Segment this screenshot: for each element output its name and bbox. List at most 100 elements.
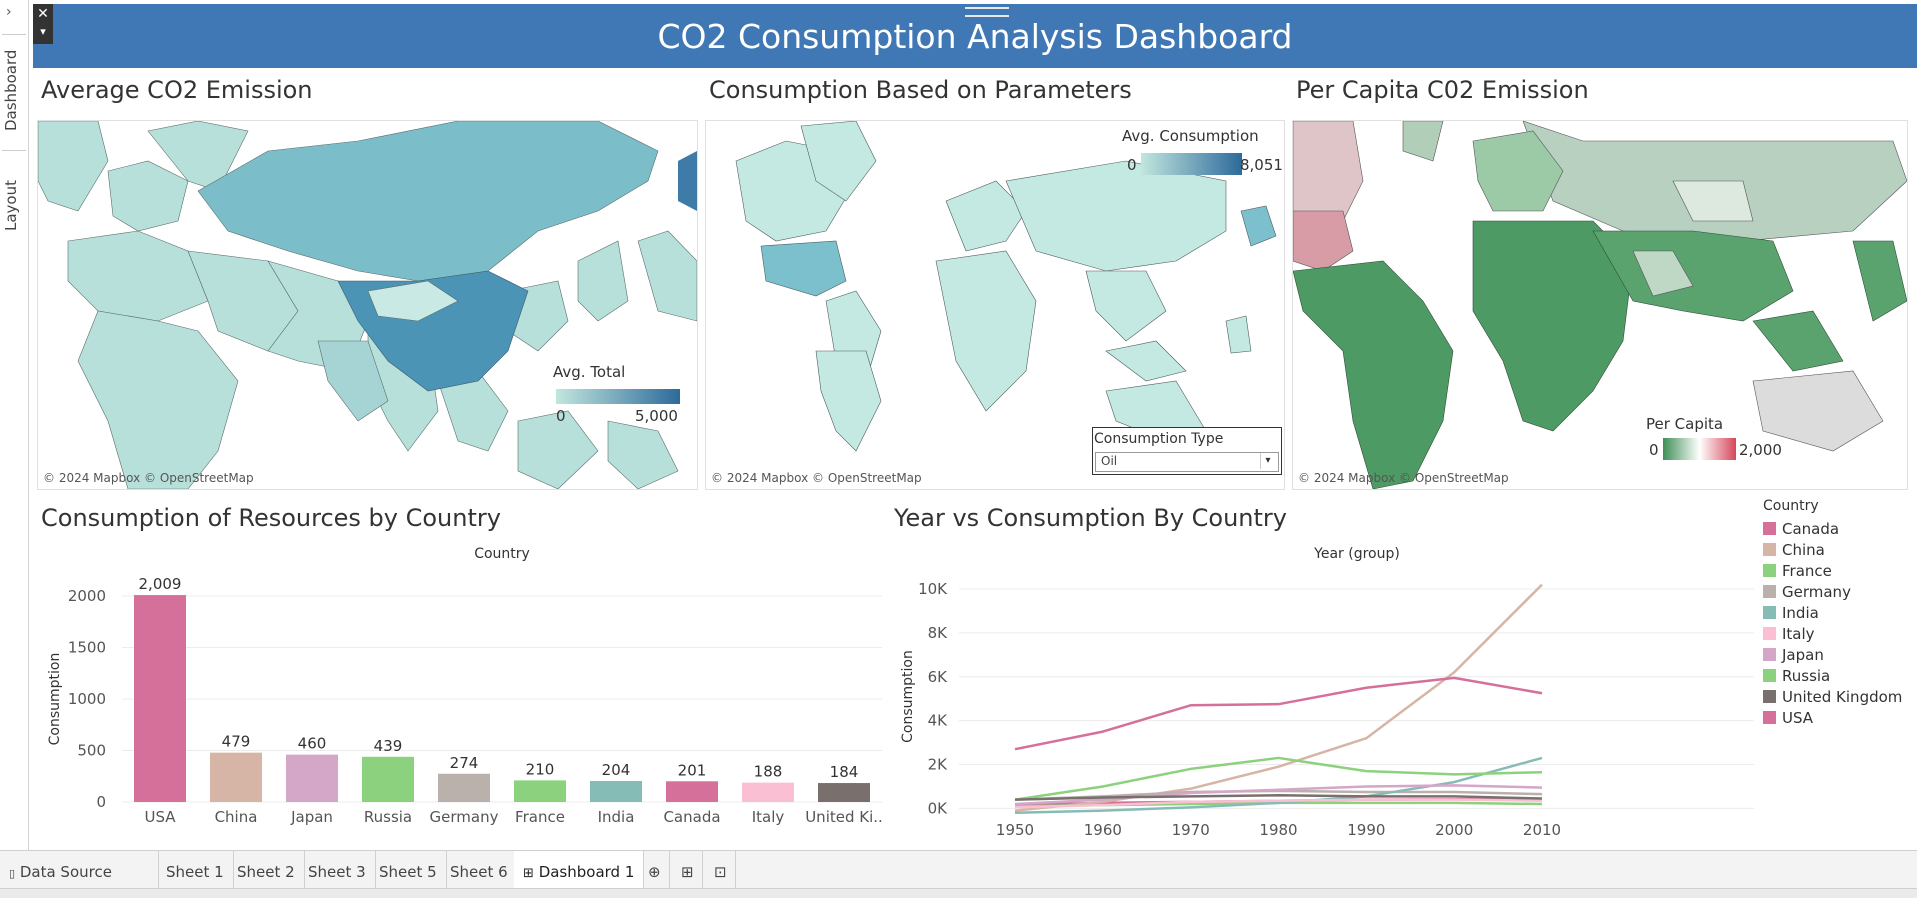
bar-x-tick-label: Japan xyxy=(290,808,333,826)
line-x-tick-label: 2010 xyxy=(1523,821,1561,839)
map2-credit[interactable]: © 2024 Mapbox © OpenStreetMap xyxy=(711,471,922,485)
map3-legend-max: 2,000 xyxy=(1739,441,1782,459)
legend-item[interactable]: USA xyxy=(1763,709,1813,727)
legend-swatch xyxy=(1763,585,1776,598)
bar-x-tick-label: United Ki.. xyxy=(805,808,883,826)
line-y-tick-label: 10K xyxy=(918,580,948,598)
legend-title: Country xyxy=(1763,498,1819,514)
legend-label: United Kingdom xyxy=(1782,688,1903,706)
legend-swatch xyxy=(1763,564,1776,577)
map3-credit[interactable]: © 2024 Mapbox © OpenStreetMap xyxy=(1298,471,1509,485)
new-story-icon[interactable]: ⊡ xyxy=(706,851,736,894)
expand-rail-icon[interactable]: › xyxy=(6,4,12,20)
bar-value-label: 188 xyxy=(754,763,783,781)
tab-dashboard-label: Dashboard 1 xyxy=(538,863,635,881)
status-bar xyxy=(0,888,1917,898)
map1-credit[interactable]: © 2024 Mapbox © OpenStreetMap xyxy=(43,471,254,485)
line-y-tick-label: 0K xyxy=(928,799,949,817)
map3-canvas xyxy=(1293,121,1907,489)
line-x-tick-label: 1950 xyxy=(996,821,1034,839)
map3-legend-min: 0 xyxy=(1649,441,1659,459)
series-line-japan xyxy=(1014,784,1543,806)
more-options-icon[interactable]: ▾ xyxy=(40,25,46,38)
bar-Japan xyxy=(286,754,338,802)
tab-sheet-2[interactable]: Sheet 2 xyxy=(228,851,305,894)
line-y-tick-label: 8K xyxy=(928,624,949,642)
bar-United Ki.. xyxy=(818,783,870,802)
legend-label: France xyxy=(1782,562,1832,580)
dropdown-value: Oil xyxy=(1101,454,1118,468)
legend-label: China xyxy=(1782,541,1825,559)
bar-x-tick-label: USA xyxy=(144,808,176,826)
legend-item[interactable]: Japan xyxy=(1763,646,1824,664)
bar-India xyxy=(590,780,642,802)
bar-value-label: 274 xyxy=(450,754,479,772)
line-chart-header: Year (group) xyxy=(1313,546,1400,562)
legend-label: Germany xyxy=(1782,583,1851,601)
bar-panel-title: Consumption of Resources by Country xyxy=(41,504,501,532)
legend-item[interactable]: Russia xyxy=(1763,667,1830,685)
tab-sheet-3[interactable]: Sheet 3 xyxy=(299,851,376,894)
line-chart[interactable]: Year (group) Consumption 0K 2K 4K 6K 8K 10K 1950… xyxy=(894,540,1764,840)
map1-canvas xyxy=(38,121,697,489)
line-x-tick-label: 1990 xyxy=(1347,821,1385,839)
bar-value-label: 479 xyxy=(222,733,251,751)
consumption-type-dropdown[interactable]: Oil ▾ xyxy=(1095,452,1279,472)
tab-sheet-5[interactable]: Sheet 5 xyxy=(370,851,447,894)
line-x-tick-label: 2000 xyxy=(1435,821,1473,839)
line-y-tick-label: 4K xyxy=(928,712,949,730)
legend-item[interactable]: China xyxy=(1763,541,1825,559)
bar-y-axis-label: Consumption xyxy=(47,653,63,746)
bar-x-tick-label: France xyxy=(515,808,565,826)
legend-item[interactable]: France xyxy=(1763,562,1832,580)
avg-co2-map[interactable]: Avg. Total 0 5,000 © 2024 Mapbox © OpenS… xyxy=(37,120,698,490)
series-line-russia xyxy=(1014,756,1543,801)
map2-canvas xyxy=(735,121,1277,452)
bar-x-tick-label: Germany xyxy=(430,808,499,826)
legend-item[interactable]: United Kingdom xyxy=(1763,688,1902,706)
line-x-tick-label: 1960 xyxy=(1084,821,1122,839)
new-dashboard-icon[interactable]: ⊞ xyxy=(673,851,703,894)
legend-swatch xyxy=(1763,543,1776,556)
consumption-map[interactable]: Avg. Consumption 0 8,051 Consumption Typ… xyxy=(705,120,1285,490)
per-capita-map[interactable]: Per Capita 0 2,000 © 2024 Mapbox © OpenS… xyxy=(1292,120,1908,490)
bar-y-tick-label: 0 xyxy=(96,793,106,811)
container-controls: ✕ ▾ xyxy=(33,4,53,44)
map2-legend-min: 0 xyxy=(1127,156,1137,174)
drag-handle-icon[interactable] xyxy=(965,7,1009,17)
line-y-tick-label: 6K xyxy=(928,668,949,686)
rail-tab-layout[interactable]: Layout xyxy=(2,150,26,261)
bar-x-tick-label: Russia xyxy=(364,808,412,826)
bar-USA xyxy=(134,595,186,802)
dashboard-grid-icon: ⊞ xyxy=(523,866,534,881)
legend-swatch xyxy=(1763,711,1776,724)
map1-legend-max: 5,000 xyxy=(635,407,678,425)
bar-value-label: 184 xyxy=(830,763,859,781)
legend-item[interactable]: Germany xyxy=(1763,583,1851,601)
line-x-tick-label: 1970 xyxy=(1172,821,1210,839)
close-icon[interactable]: ✕ xyxy=(37,6,49,22)
chevron-down-icon[interactable]: ▾ xyxy=(1260,453,1275,469)
bar-value-label: 460 xyxy=(298,735,327,753)
new-sheet-icon[interactable]: ⊕ xyxy=(640,851,670,894)
legend-swatch xyxy=(1763,690,1776,703)
bar-France xyxy=(514,780,566,802)
legend-item[interactable]: Canada xyxy=(1763,520,1839,538)
line-panel-title: Year vs Consumption By Country xyxy=(894,504,1287,532)
map3-legend-ramp xyxy=(1663,438,1736,460)
legend-label: USA xyxy=(1782,709,1814,727)
rail-tab-dashboard[interactable]: Dashboard xyxy=(2,34,26,145)
bar-y-tick-label: 500 xyxy=(77,742,106,760)
legend-label: Japan xyxy=(1782,646,1824,664)
tab-data-source[interactable]: ▯ Data Source xyxy=(0,851,159,894)
legend-label: India xyxy=(1782,604,1819,622)
left-rail: › Dashboard Layout xyxy=(0,0,29,850)
bar-chart[interactable]: Country Consumption 0 500 1000 1500 2000 2,009 U… xyxy=(37,540,887,830)
legend-item[interactable]: India xyxy=(1763,604,1819,622)
legend-item[interactable]: Italy xyxy=(1763,625,1815,643)
legend-label: Italy xyxy=(1782,625,1815,643)
tab-sheet-1[interactable]: Sheet 1 xyxy=(157,851,234,894)
map1-legend-ramp xyxy=(556,389,680,404)
bar-chart-header: Country xyxy=(474,546,530,562)
legend-label: Russia xyxy=(1782,667,1831,685)
